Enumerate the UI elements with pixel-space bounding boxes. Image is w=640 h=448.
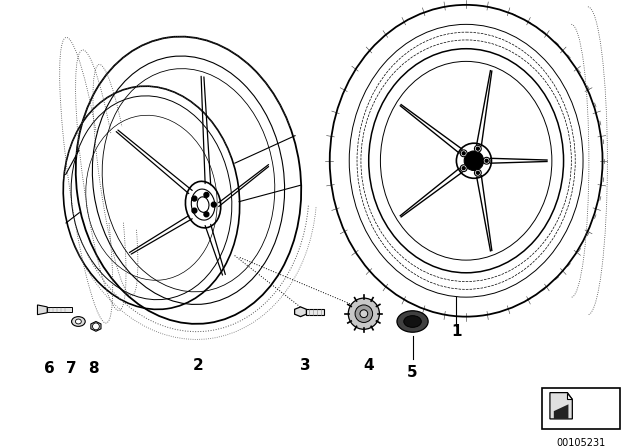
Circle shape xyxy=(462,167,465,170)
Ellipse shape xyxy=(397,311,428,332)
Text: 2: 2 xyxy=(193,358,204,373)
Circle shape xyxy=(476,171,479,174)
Circle shape xyxy=(485,159,488,162)
Text: 6: 6 xyxy=(44,361,54,376)
Circle shape xyxy=(474,169,481,176)
Ellipse shape xyxy=(348,298,380,329)
Ellipse shape xyxy=(72,317,85,327)
Bar xyxy=(542,388,620,429)
Text: 8: 8 xyxy=(88,361,99,376)
Circle shape xyxy=(204,193,209,197)
Ellipse shape xyxy=(360,310,368,318)
Text: 3: 3 xyxy=(300,358,310,373)
Bar xyxy=(307,309,324,314)
Polygon shape xyxy=(550,392,572,419)
Text: 4: 4 xyxy=(364,358,374,373)
Circle shape xyxy=(192,196,197,201)
Circle shape xyxy=(474,145,481,152)
Polygon shape xyxy=(294,307,307,317)
Circle shape xyxy=(460,150,467,157)
Text: 7: 7 xyxy=(67,361,77,376)
Circle shape xyxy=(460,165,467,172)
Text: 5: 5 xyxy=(407,365,418,379)
Ellipse shape xyxy=(355,305,372,323)
Text: 00105231: 00105231 xyxy=(556,439,605,448)
Circle shape xyxy=(192,208,197,213)
Polygon shape xyxy=(91,322,101,331)
Ellipse shape xyxy=(93,323,99,330)
Ellipse shape xyxy=(404,316,421,327)
Circle shape xyxy=(462,152,465,155)
Polygon shape xyxy=(568,392,572,400)
Ellipse shape xyxy=(76,319,81,324)
Circle shape xyxy=(211,202,216,207)
Circle shape xyxy=(464,151,484,171)
Bar xyxy=(47,307,72,312)
Polygon shape xyxy=(554,404,568,419)
Circle shape xyxy=(476,147,479,150)
Text: 1: 1 xyxy=(451,324,461,339)
Circle shape xyxy=(483,157,490,164)
Polygon shape xyxy=(38,305,47,314)
Circle shape xyxy=(204,212,209,217)
